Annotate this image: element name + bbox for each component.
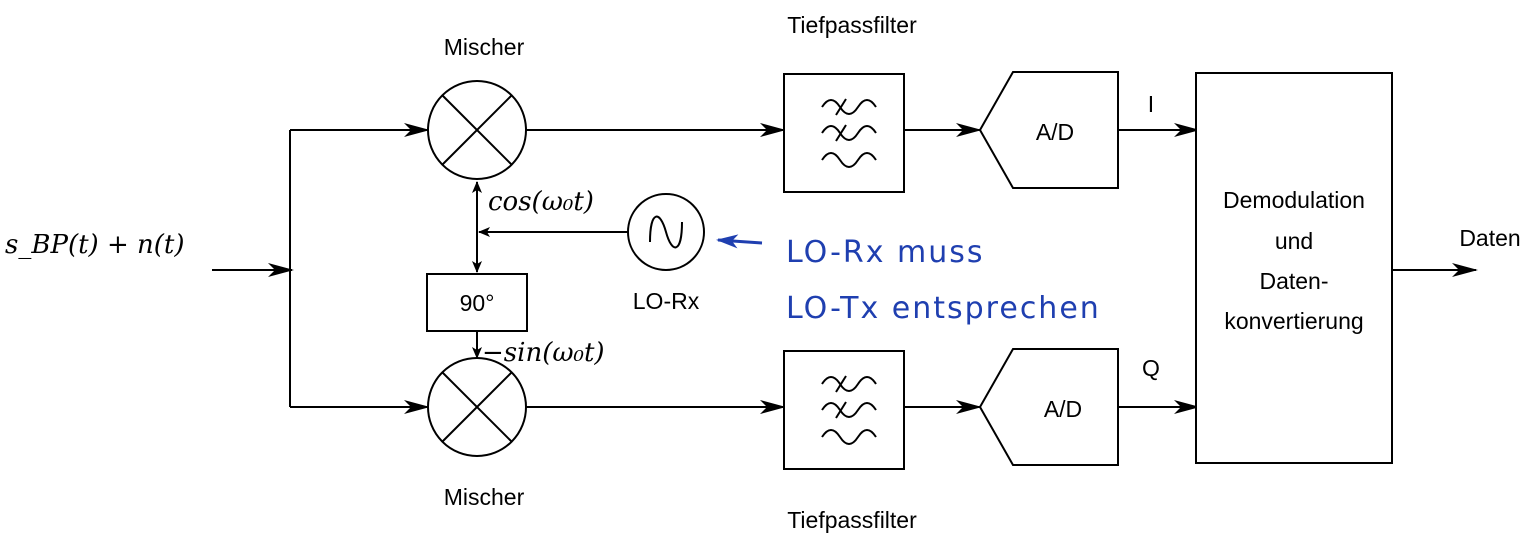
demod-label-line2: und xyxy=(1275,228,1313,254)
lowpass-filter-top xyxy=(783,73,905,193)
sine-wave-icon xyxy=(649,215,683,249)
lowpass-filter-bottom xyxy=(783,350,905,470)
mixer-top xyxy=(427,80,527,180)
demod-label-line1: Demodulation xyxy=(1223,187,1365,213)
demodulation-block xyxy=(1195,72,1393,464)
annotation-arrow xyxy=(716,234,763,249)
lowpass-top-label: Tiefpassfilter xyxy=(787,12,917,38)
annotation-line2: LO-Tx entsprechen xyxy=(786,291,1101,326)
demod-label-line4: konvertierung xyxy=(1224,308,1363,334)
sin-label: −sin(ω₀t) xyxy=(482,338,605,368)
i-channel-label: I xyxy=(1148,91,1154,117)
mixer-bottom xyxy=(427,357,527,457)
adc-bottom-label: A/D xyxy=(1044,396,1082,422)
phase-shifter-label: 90° xyxy=(460,290,495,316)
mixer-top-label: Mischer xyxy=(444,34,525,60)
q-channel-label: Q xyxy=(1142,355,1160,381)
oscillator-label: LO-Rx xyxy=(633,288,700,314)
output-label: Daten xyxy=(1459,225,1520,251)
demod-label-line3: Daten- xyxy=(1259,268,1328,294)
cos-label: cos(ω₀t) xyxy=(488,187,594,217)
lowpass-bottom-label: Tiefpassfilter xyxy=(787,507,917,533)
mixer-bottom-label: Mischer xyxy=(444,484,525,510)
annotation-line1: LO-Rx muss xyxy=(786,235,985,270)
input-signal-label: s_BP(t) + n(t) xyxy=(5,230,184,260)
adc-top-label: A/D xyxy=(1036,119,1074,145)
